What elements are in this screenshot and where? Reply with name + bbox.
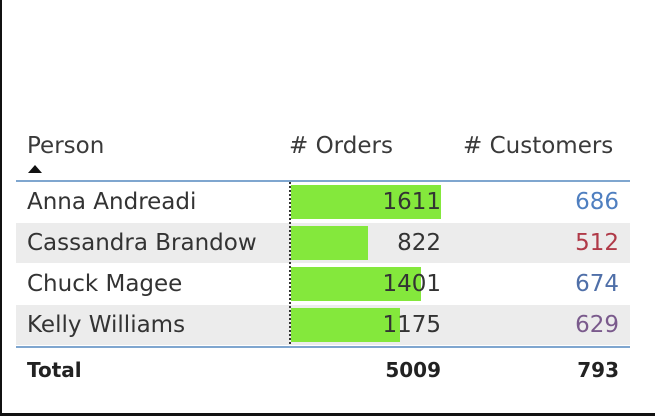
column-header[interactable]: # Orders (289, 133, 393, 159)
data-bar (291, 267, 422, 301)
person-name: Kelly Williams (27, 312, 186, 338)
data-bar (291, 308, 401, 342)
orders-value: 1175 (382, 312, 441, 338)
sort-indicator (28, 165, 42, 173)
total-customers: 793 (577, 358, 619, 382)
column-header[interactable]: # Customers (463, 133, 614, 159)
column-header[interactable]: Person (27, 133, 105, 159)
total-separator (16, 346, 630, 348)
orders-value: 1401 (382, 271, 441, 297)
orders-value: 822 (397, 230, 441, 256)
person-name: Chuck Magee (27, 271, 183, 297)
bar-axis (289, 182, 291, 344)
total-label: Total (27, 358, 82, 382)
person-name: Anna Andreadi (27, 189, 197, 215)
person-name: Cassandra Brandow (27, 230, 257, 256)
customers-value: 686 (575, 189, 619, 215)
customers-value: 512 (575, 230, 619, 256)
customers-value: 674 (575, 271, 619, 297)
orders-value: 1611 (382, 189, 441, 215)
customers-value: 629 (575, 312, 619, 338)
header-separator (16, 180, 630, 182)
data-bar (291, 226, 368, 260)
data-bar (291, 185, 441, 219)
total-orders: 5009 (385, 358, 441, 382)
